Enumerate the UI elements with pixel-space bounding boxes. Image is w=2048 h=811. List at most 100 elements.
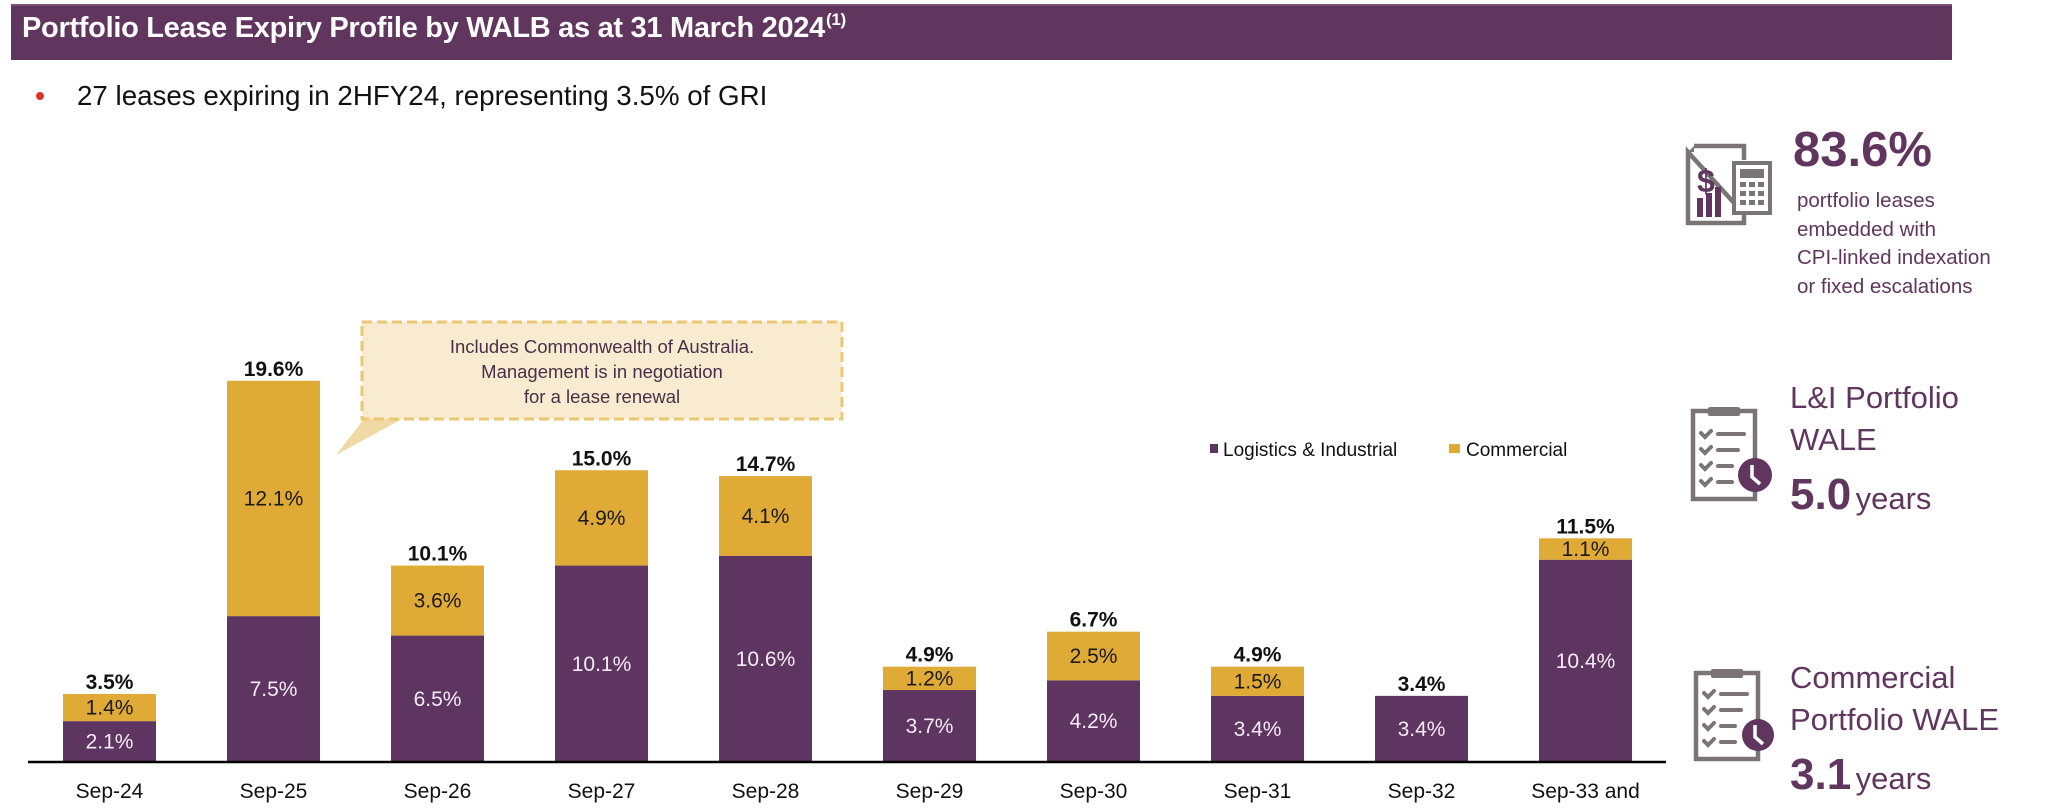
clipboard-clock-icon [1690, 407, 1772, 502]
total-labels-group: 3.5% 19.6% 10.1% 15.0% 14.7% 4.9% 6.7% 4.9% 3.4%… [86, 358, 1615, 696]
category-label: Sep-25 [240, 780, 308, 803]
segment-label-commercial: 1.4% [86, 697, 134, 720]
bar-segment-commercial [1211, 666, 1304, 696]
segment-label-commercial: 3.6% [414, 590, 462, 613]
segment-label-commercial: 4.9% [578, 507, 626, 530]
segment-label-commercial: 12.1% [244, 487, 304, 510]
segment-label-commercial: 1.2% [906, 667, 954, 690]
total-label: 3.4% [1398, 673, 1446, 696]
segment-label-logistics: 6.5% [414, 688, 462, 711]
bullet-icon [36, 92, 44, 100]
kpi-description-line: CPI-linked indexation [1797, 246, 1991, 269]
bars-group [63, 380, 1632, 762]
segment-label-logistics: 4.2% [1070, 710, 1118, 733]
legend: Logistics & Industrial Commercial [1210, 440, 1567, 461]
total-label: 11.5% [1556, 515, 1615, 538]
bar-segment-logistics [1047, 680, 1140, 762]
total-label: 19.6% [244, 358, 304, 381]
kpi-value-number: 5.0 [1790, 470, 1852, 519]
bar-segment-commercial [1539, 538, 1632, 560]
legend-label-logistics: Logistics & Industrial [1223, 440, 1397, 461]
callout-text: Includes Commonwealth of Australia. Mana… [362, 334, 842, 409]
segment-label-logistics: 10.6% [736, 648, 796, 671]
page-title: Portfolio Lease Expiry Profile by WALB a… [22, 10, 846, 45]
bar-segment-commercial [1047, 631, 1140, 681]
bar-segment-logistics [883, 690, 976, 762]
total-label: 15.0% [572, 447, 632, 470]
legend-swatch-logistics [1210, 444, 1218, 453]
segment-label-logistics: 3.4% [1234, 718, 1282, 741]
kpi-label-line: WALE [1790, 422, 1877, 457]
total-label: 10.1% [408, 543, 468, 566]
bar-segment-commercial [883, 666, 976, 691]
bar-segment-logistics [1211, 695, 1304, 762]
total-label: 3.5% [86, 671, 134, 694]
legend-label-commercial: Commercial [1466, 440, 1567, 461]
kpi-description-line: portfolio leases [1797, 189, 1935, 212]
bar-segment-logistics [719, 555, 812, 762]
total-label: 4.9% [906, 644, 954, 667]
kpi-li-wale-value: 5.0 years [1790, 470, 1931, 520]
segment-label-commercial: 1.1% [1562, 538, 1610, 561]
segment-labels-group: 2.1% 1.4% 7.5% 12.1% 6.5% 3.6% 10.1% 4.9% 10.6% 4… [86, 487, 1616, 753]
page-title-text: Portfolio Lease Expiry Profile by WALB a… [22, 12, 825, 44]
bar-segment-commercial [391, 565, 484, 636]
bar-segment-commercial [555, 470, 648, 566]
kpi-description-line: embedded with [1797, 217, 1937, 241]
category-label: Sep-24 [76, 780, 144, 803]
bar-segment-logistics [1375, 695, 1468, 762]
kpi-description-line: or fixed escalations [1797, 274, 1973, 298]
category-label: Sep-31 [1224, 780, 1292, 803]
callout-tail [336, 419, 402, 455]
category-label: Sep-26 [404, 780, 472, 803]
kpi-li-wale-label: L&I Portfolio WALE [1790, 377, 2040, 461]
category-label: Sep-33 and [1531, 780, 1640, 803]
kpi-value-unit: years [1855, 761, 1932, 796]
kpi-label-line: L&I Portfolio [1790, 380, 1959, 415]
category-label: Sep-28 [732, 780, 800, 803]
bar-segment-commercial [227, 380, 320, 617]
bar-segment-logistics [227, 616, 320, 762]
callout-line: Management is in negotiation [481, 361, 723, 382]
kpi-indexation-value: 83.6% [1793, 123, 1932, 177]
category-label: Sep-32 [1388, 780, 1456, 803]
bar-segment-logistics [63, 721, 156, 762]
kpi-indexation-description: portfolio leases embedded with CPI-linke… [1797, 187, 2047, 301]
callout [336, 320, 844, 455]
kpi-commercial-wale-label: Commercial Portfolio WALE [1790, 657, 2048, 741]
bullet-text: 27 leases expiring in 2HFY24, representi… [77, 80, 768, 111]
clipboard-clock-icon [1693, 669, 1774, 762]
kpi-value-number: 3.1 [1790, 750, 1852, 799]
legend-swatch-commercial [1449, 444, 1460, 453]
kpi-commercial-wale-value: 3.1 years [1790, 750, 1931, 800]
bar-segment-logistics [1539, 559, 1632, 762]
kpi-label-line: Portfolio WALE [1790, 702, 2000, 737]
bar-segment-commercial [719, 476, 812, 556]
bar-segment-logistics [555, 565, 648, 762]
callout-box [360, 320, 844, 421]
kpi-value-unit: years [1855, 481, 1932, 516]
svg-text:$: $ [1697, 163, 1715, 199]
category-labels-group: Sep-24 Sep-25 Sep-26 Sep-27 Sep-28 Sep-29 Sep-… [76, 780, 1640, 803]
segment-label-logistics: 10.4% [1556, 650, 1616, 673]
category-label: Sep-29 [896, 780, 964, 803]
segment-label-commercial: 2.5% [1070, 645, 1118, 668]
callout-line: for a lease renewal [523, 386, 681, 407]
header-bar [11, 4, 1952, 60]
bar-segment-logistics [391, 635, 484, 762]
total-label: 4.9% [1234, 644, 1282, 667]
total-label: 14.7% [736, 453, 796, 476]
segment-label-logistics: 10.1% [572, 653, 632, 676]
segment-label-commercial: 1.5% [1234, 670, 1282, 693]
segment-label-commercial: 4.1% [742, 505, 790, 528]
document-calculator-icon: $ [1685, 143, 1772, 226]
segment-label-logistics: 3.7% [906, 715, 954, 738]
callout-line: Includes Commonwealth of Australia. [449, 336, 755, 357]
bar-segment-commercial [63, 693, 156, 722]
segment-label-logistics: 2.1% [86, 731, 134, 754]
category-label: Sep-27 [568, 780, 636, 803]
segment-label-logistics: 7.5% [250, 678, 298, 701]
title-footnote: (1) [825, 10, 846, 29]
category-label: Sep-30 [1060, 780, 1128, 803]
